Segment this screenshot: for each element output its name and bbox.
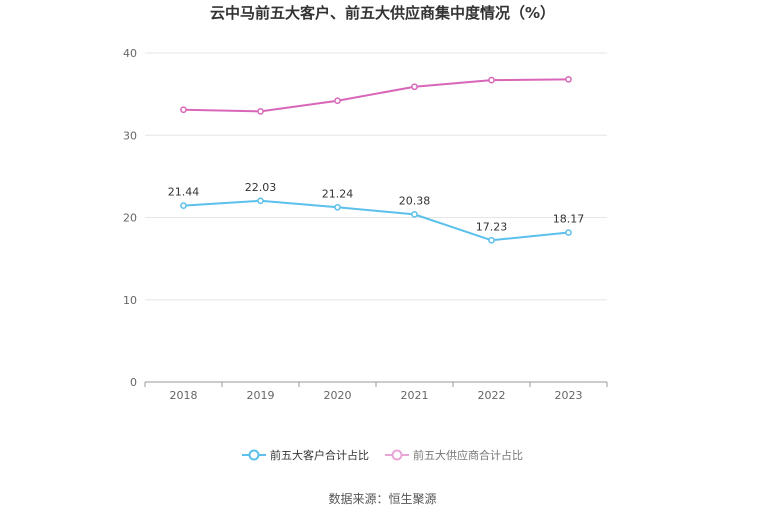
data-point — [565, 229, 572, 236]
series-line — [183, 199, 569, 242]
x-tick-label: 2020 — [324, 389, 352, 402]
y-tick-label: 20 — [123, 212, 137, 225]
data-label: 21.44 — [168, 186, 200, 199]
data-point — [334, 203, 341, 211]
series-1: 21.44 22.03 21.24 20.38 17.23 18.17 — [168, 181, 585, 244]
legend-line-icon — [385, 449, 409, 461]
data-point — [257, 108, 264, 115]
y-tick-label: 40 — [123, 47, 137, 60]
x-tick-label: 2018 — [170, 389, 198, 402]
data-label: 18.17 — [553, 213, 585, 226]
x-tick-label: 2021 — [401, 389, 429, 402]
axes: 0 10 20 30 40 2018 2019 2020 2021 2022 2023 — [123, 47, 608, 402]
data-point — [488, 76, 495, 84]
chart-title: 云中马前五大客户、前五大供应商集中度情况（%） — [209, 4, 556, 22]
series-line — [183, 78, 569, 113]
legend-line-icon — [242, 449, 266, 461]
data-point — [334, 97, 341, 105]
y-tick-label: 30 — [123, 129, 137, 142]
y-tick-label: 10 — [123, 294, 137, 307]
gridlines — [145, 52, 607, 301]
data-label: 21.24 — [322, 187, 354, 200]
data-point — [180, 106, 187, 114]
data-label: 20.38 — [399, 194, 431, 207]
legend-label-suppliers: 前五大供应商合计占比 — [413, 449, 523, 462]
y-tick-label: 0 — [130, 376, 137, 389]
series-group: 21.44 22.03 21.24 20.38 17.23 18.17 — [168, 75, 585, 244]
data-label: 22.03 — [245, 181, 277, 194]
data-point — [257, 197, 264, 205]
data-label: 17.23 — [476, 220, 508, 233]
legend: 前五大客户合计占比 前五大供应商合计占比 — [0, 447, 765, 463]
x-tick-label: 2019 — [247, 389, 275, 402]
data-point — [411, 83, 418, 91]
data-point — [488, 236, 495, 244]
x-tick-label: 2022 — [478, 389, 506, 402]
x-tick-label: 2023 — [555, 389, 583, 402]
legend-item-suppliers[interactable]: 前五大供应商合计占比 — [385, 447, 523, 463]
data-source: 数据来源：恒生聚源 — [328, 492, 437, 506]
series-2 — [180, 75, 572, 115]
data-point — [565, 75, 572, 83]
legend-item-customers[interactable]: 前五大客户合计占比 — [242, 447, 369, 463]
data-point — [180, 202, 187, 210]
data-point — [411, 211, 418, 218]
legend-label-customers: 前五大客户合计占比 — [270, 449, 369, 462]
